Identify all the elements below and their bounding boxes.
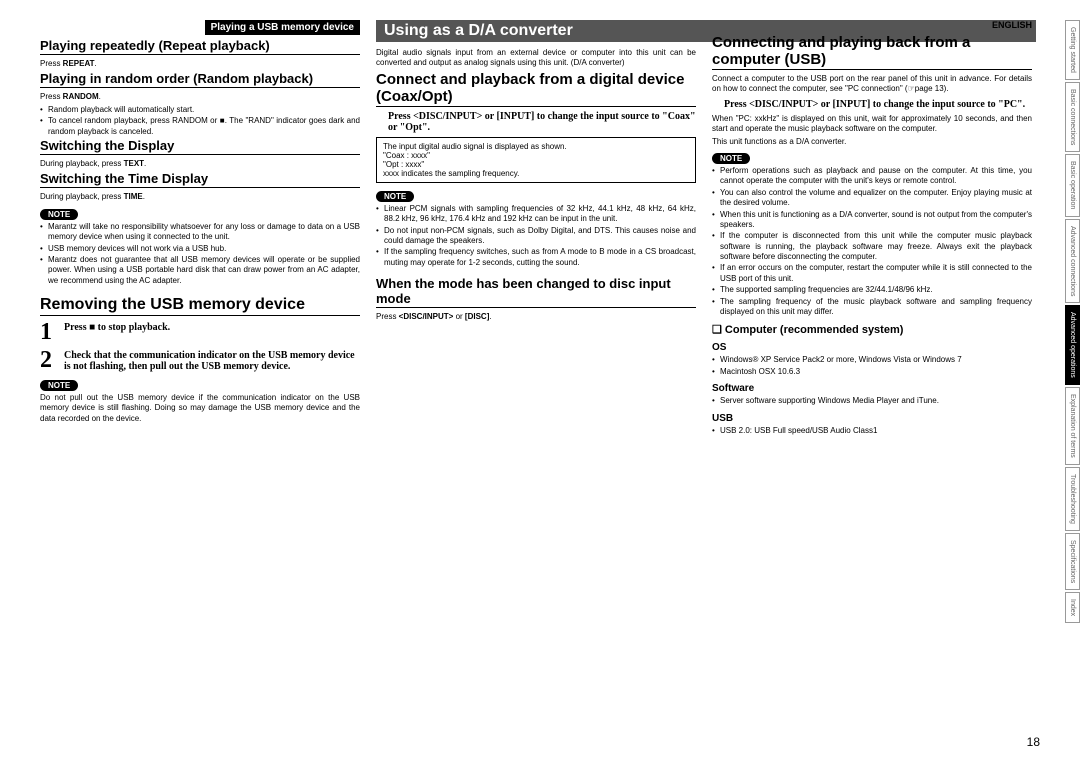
- list-item: USB memory devices will not work via a U…: [40, 244, 360, 254]
- disc-text: Press <DISC/INPUT> or [DISC].: [376, 312, 696, 322]
- step-1: 1 Press ■ to stop playback.: [40, 320, 360, 344]
- pc-text1: When "PC: xxkHz" is displayed on this un…: [712, 114, 1032, 135]
- page-number: 18: [1027, 735, 1040, 749]
- list-item: If an error occurs on the computer, rest…: [712, 263, 1032, 284]
- display-box: The input digital audio signal is displa…: [376, 137, 696, 183]
- list-item: Do not input non-PCM signals, such as Do…: [376, 226, 696, 247]
- list-item: Perform operations such as playback and …: [712, 166, 1032, 187]
- side-tab[interactable]: Specifications: [1065, 533, 1080, 590]
- side-tab[interactable]: Getting started: [1065, 20, 1080, 80]
- intro-text: Digital audio signals input from an exte…: [376, 48, 696, 69]
- list-item: You can also control the volume and equa…: [712, 188, 1032, 209]
- side-tab[interactable]: Advanced connections: [1065, 219, 1080, 303]
- list-item: Marantz will take no responsibility what…: [40, 222, 360, 243]
- list-item: To cancel random playback, press RANDOM …: [40, 116, 360, 137]
- side-tab[interactable]: Basic operation: [1065, 154, 1080, 216]
- side-tab[interactable]: Troubleshooting: [1065, 467, 1080, 531]
- heading-random: Playing in random order (Random playback…: [40, 71, 360, 88]
- step-text: Press ■ to stop playback.: [64, 320, 360, 333]
- usb-intro: Connect a computer to the USB port on th…: [712, 74, 1032, 95]
- list-item: Server software supporting Windows Media…: [712, 396, 1032, 406]
- os-list: Windows® XP Service Pack2 or more, Windo…: [712, 355, 1032, 377]
- list-item: The supported sampling frequencies are 3…: [712, 285, 1032, 295]
- note-list-1: Marantz will take no responsibility what…: [40, 222, 360, 286]
- text-repeat: Press REPEAT.: [40, 59, 360, 69]
- column-2: Using as a D/A converter Digital audio s…: [376, 20, 696, 437]
- pc-text2: This unit functions as a D/A converter.: [712, 137, 1032, 147]
- text-random: Press RANDOM.: [40, 92, 360, 102]
- list-item: USB 2.0: USB Full speed/USB Audio Class1: [712, 426, 1032, 436]
- note-badge: NOTE: [40, 209, 78, 220]
- coax-instruction: Press <DISC/INPUT> or [INPUT] to change …: [388, 111, 696, 133]
- heading-display: Switching the Display: [40, 138, 360, 155]
- side-tab[interactable]: Explanation of terms: [1065, 387, 1080, 465]
- section-bar: Playing a USB memory device: [205, 20, 360, 35]
- column-3: ENGLISH Connecting and playing back from…: [712, 20, 1032, 437]
- heading-usb-pc: Connecting and playing back from a compu…: [712, 34, 1032, 70]
- list-item: Macintosh OSX 10.6.3: [712, 367, 1032, 377]
- list-item: If the computer is disconnected from thi…: [712, 231, 1032, 262]
- list-item: Linear PCM signals with sampling frequen…: [376, 204, 696, 225]
- list-item: Marantz does not guarantee that all USB …: [40, 255, 360, 286]
- list-item: Random playback will automatically start…: [40, 105, 360, 115]
- heading-disc: When the mode has been changed to disc i…: [376, 276, 696, 308]
- column-1: Playing a USB memory device Playing repe…: [40, 20, 360, 437]
- note2-text: Do not pull out the USB memory device if…: [40, 393, 360, 424]
- text-display: During playback, press TEXT.: [40, 159, 360, 169]
- list-item: If the sampling frequency switches, such…: [376, 247, 696, 268]
- note-list: Perform operations such as playback and …: [712, 166, 1032, 317]
- side-tab[interactable]: Advanced operations: [1065, 305, 1080, 385]
- note-badge: NOTE: [40, 380, 78, 391]
- side-tab[interactable]: Index: [1065, 592, 1080, 623]
- step-2: 2 Check that the communication indicator…: [40, 348, 360, 372]
- page-body: Playing a USB memory device Playing repe…: [0, 0, 1080, 457]
- side-nav: Getting started Basic connections Basic op…: [1065, 20, 1080, 623]
- step-num: 1: [40, 320, 64, 344]
- note-badge: NOTE: [376, 191, 414, 202]
- random-list: Random playback will automatically start…: [40, 105, 360, 137]
- heading-software: Software: [712, 383, 1032, 394]
- heading-os: OS: [712, 342, 1032, 353]
- step-num: 2: [40, 348, 64, 372]
- software-list: Server software supporting Windows Media…: [712, 396, 1032, 406]
- heading-coax: Connect and playback from a digital devi…: [376, 71, 696, 107]
- language-label: ENGLISH: [712, 20, 1032, 30]
- step-text: Check that the communication indicator o…: [64, 348, 360, 372]
- side-tab[interactable]: Basic connections: [1065, 82, 1080, 152]
- note-list: Linear PCM signals with sampling frequen…: [376, 204, 696, 268]
- heading-remove: Removing the USB memory device: [40, 296, 360, 316]
- heading-time: Switching the Time Display: [40, 171, 360, 188]
- usb-list: USB 2.0: USB Full speed/USB Audio Class1: [712, 426, 1032, 436]
- list-item: Windows® XP Service Pack2 or more, Windo…: [712, 355, 1032, 365]
- heading-repeat: Playing repeatedly (Repeat playback): [40, 38, 360, 55]
- heading-usb: USB: [712, 413, 1032, 424]
- heading-recommended: ❑ Computer (recommended system): [712, 323, 1032, 336]
- note-badge: NOTE: [712, 153, 750, 164]
- list-item: When this unit is functioning as a D/A c…: [712, 210, 1032, 231]
- list-item: The sampling frequency of the music play…: [712, 297, 1032, 318]
- text-time: During playback, press TIME.: [40, 192, 360, 202]
- pc-instruction: Press <DISC/INPUT> or [INPUT] to change …: [724, 99, 1032, 110]
